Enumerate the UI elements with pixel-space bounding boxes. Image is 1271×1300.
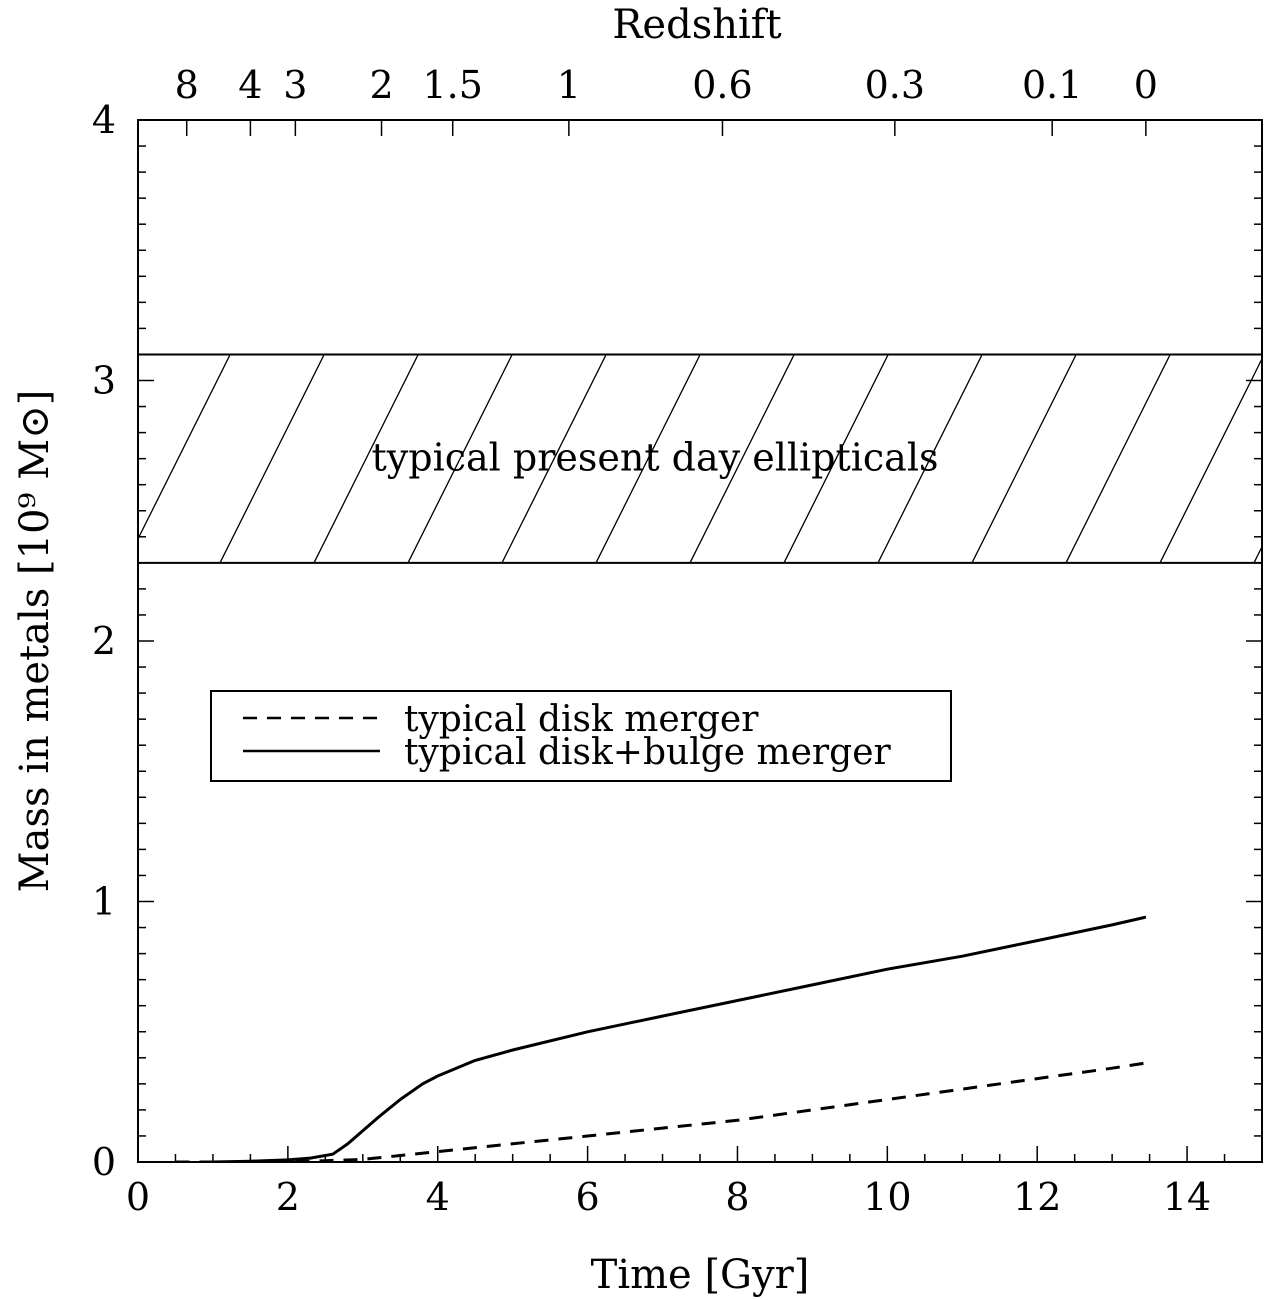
axis-ticks	[137, 119, 1263, 1163]
hatch-line	[1159, 357, 1262, 563]
hatch-line	[971, 354, 1077, 563]
hatch-line	[501, 354, 607, 563]
x-tick-label: 10	[863, 1175, 911, 1219]
y-axis-title: Mass in metals [10⁹ M⊙]	[12, 390, 58, 893]
x-tick-label: 0	[126, 1175, 150, 1219]
legend: typical disk merger typical disk+bulge m…	[210, 690, 952, 782]
top-tick-label: 0.6	[692, 63, 752, 107]
hatch-line	[138, 354, 231, 541]
band-hatch	[138, 354, 1262, 563]
x-tick-label: 2	[276, 1175, 300, 1219]
top-tick-label: 1	[557, 63, 581, 107]
top-tick-label: 1.5	[423, 63, 483, 107]
top-tick-label: 0.1	[1022, 63, 1082, 107]
hatch-line	[877, 354, 983, 563]
y-tick-label: 1	[92, 880, 116, 924]
x-tick-label: 6	[576, 1175, 600, 1219]
y-tick-label: 4	[92, 98, 116, 142]
legend-label-disk-bulge: typical disk+bulge merger	[404, 732, 891, 773]
x-tick-label: 8	[725, 1175, 749, 1219]
y-tick-label: 3	[92, 359, 116, 403]
plot-frame	[137, 119, 1263, 1163]
y-tick-label: 2	[92, 619, 116, 663]
series-line-1	[212, 915, 1147, 1162]
x-tick-label: 14	[1163, 1175, 1211, 1219]
series-lines	[175, 915, 1147, 1162]
legend-box	[210, 690, 952, 782]
hatch-line	[219, 354, 325, 563]
top-tick-label: 3	[283, 63, 307, 107]
hatch-line	[313, 354, 419, 563]
series-line-0	[175, 1061, 1147, 1162]
hatch-line	[407, 354, 513, 563]
legend-label-disk: typical disk merger	[404, 699, 759, 740]
elliptical-band	[138, 353, 1262, 564]
hatch-line	[595, 354, 701, 563]
x-tick-label: 12	[1013, 1175, 1061, 1219]
x-tick-label: 4	[426, 1175, 450, 1219]
hatch-line	[1065, 354, 1171, 563]
top-tick-label: 8	[175, 63, 199, 107]
band-label: typical present day ellipticals	[372, 436, 939, 480]
top-tick-label: 0.3	[865, 63, 925, 107]
top-tick-label: 2	[369, 63, 393, 107]
y-tick-label: 0	[92, 1140, 116, 1184]
top-tick-label: 4	[238, 63, 262, 107]
hatch-line	[783, 354, 889, 563]
top-tick-label: 0	[1134, 63, 1158, 107]
top-axis-title: Redshift	[612, 2, 781, 48]
x-axis-title: Time [Gyr]	[591, 1252, 810, 1298]
hatch-line	[689, 354, 795, 563]
